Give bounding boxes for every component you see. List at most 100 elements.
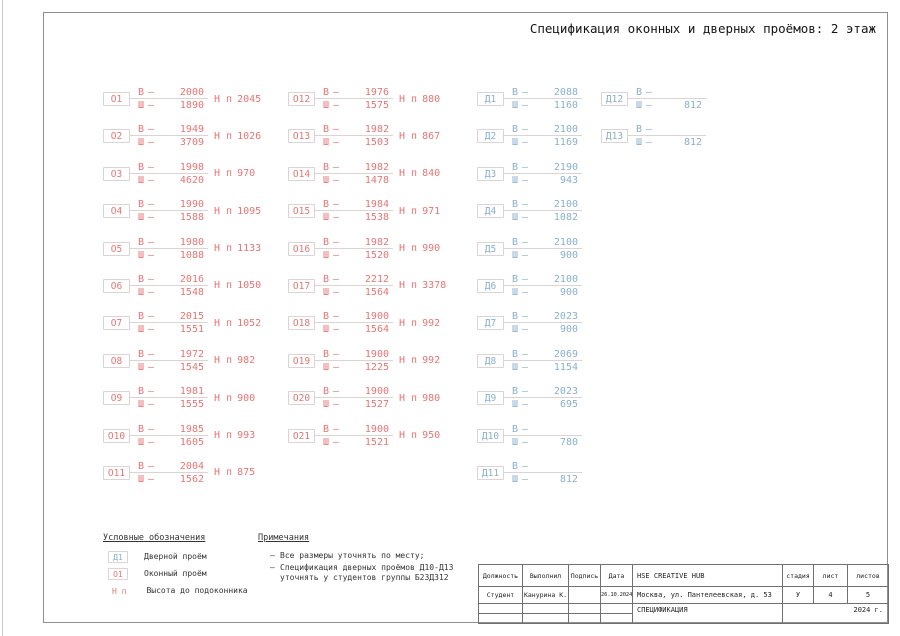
width-label: Ш bbox=[138, 137, 145, 149]
width-value: 1551 bbox=[179, 324, 204, 336]
dash: – bbox=[148, 174, 155, 186]
dash: – bbox=[148, 161, 155, 173]
dash: – bbox=[148, 473, 155, 485]
height-value: 1990 bbox=[179, 199, 204, 211]
legend-item-window: О1 Оконный проём bbox=[103, 567, 248, 580]
height-label: В bbox=[512, 273, 519, 285]
opening-tag: Д7 bbox=[477, 316, 504, 331]
height-value: 2004 bbox=[179, 460, 204, 472]
opening-dimensions: В – 1984 Ш – 1538 bbox=[315, 198, 393, 224]
height-row: В – 1900 bbox=[315, 348, 393, 361]
height-row: В – 1976 bbox=[315, 86, 393, 99]
height-value: 2023 bbox=[553, 386, 578, 398]
dash: – bbox=[148, 460, 155, 472]
opening-tag: Д8 bbox=[477, 353, 504, 368]
sill-height: Н п 971 bbox=[399, 206, 440, 217]
dash: – bbox=[522, 386, 529, 398]
opening-dimensions: В – 2088 Ш – 1160 bbox=[504, 86, 582, 112]
width-label: Ш bbox=[636, 137, 643, 149]
opening-tag: Д4 bbox=[477, 204, 504, 219]
opening-dimensions: В – 1980 Ш – 1088 bbox=[130, 236, 208, 262]
tb-year: 2024 г. bbox=[782, 603, 889, 624]
width-label: Ш bbox=[138, 286, 145, 298]
spec-item: О2 В – 1949 Ш – 3709 Н п 1026 bbox=[103, 123, 261, 149]
opening-dimensions: В – 2016 Ш – 1548 bbox=[130, 273, 208, 299]
spec-item: О19 В – 1900 Ш – 1225 Н п 992 bbox=[288, 348, 446, 374]
height-label: В bbox=[138, 273, 145, 285]
spec-item: О9 В – 1981 Ш – 1555 Н п 900 bbox=[103, 385, 261, 411]
dash: – bbox=[522, 423, 529, 435]
width-label: Ш bbox=[512, 473, 519, 485]
width-value: 1160 bbox=[553, 100, 578, 111]
dash: – bbox=[333, 199, 340, 211]
width-value: 1154 bbox=[553, 361, 578, 373]
height-value: 1982 bbox=[364, 236, 389, 248]
width-value: 1225 bbox=[364, 361, 389, 373]
height-row: В – 1982 bbox=[315, 161, 393, 174]
height-row: В – 2100 bbox=[504, 198, 582, 212]
tb-empty-cell bbox=[600, 603, 633, 614]
spec-item: Д8 В – 2069 Ш – 1154 bbox=[477, 348, 582, 374]
opening-dimensions: В – 2069 Ш – 1154 bbox=[504, 348, 582, 374]
height-label: В bbox=[512, 124, 519, 136]
sill-height: Н п 900 bbox=[214, 393, 255, 404]
height-row: В – 1972 bbox=[130, 348, 208, 361]
sill-value: 950 bbox=[422, 430, 441, 442]
width-label: Ш bbox=[512, 286, 519, 298]
tb-doc-type: СПЕЦИФИКАЦИЯ bbox=[632, 603, 783, 624]
spec-column-doors-1: Д1 В – 2088 Ш – 1160 Д2 В – bbox=[477, 86, 582, 486]
width-value: 900 bbox=[559, 324, 578, 336]
sill-label: Н п bbox=[214, 168, 233, 180]
width-label: Ш bbox=[138, 361, 145, 373]
width-label: Ш bbox=[138, 324, 145, 336]
spec-item: Д2 В – 2100 Ш – 1169 bbox=[477, 123, 582, 149]
sill-value: 1052 bbox=[237, 317, 262, 329]
opening-dimensions: В – 2100 Ш – 900 bbox=[504, 236, 582, 262]
width-row: Ш – 1545 bbox=[130, 361, 208, 374]
sill-label: Н п bbox=[399, 205, 418, 217]
height-value: 1976 bbox=[364, 87, 389, 98]
sill-height: Н п 2045 bbox=[214, 94, 261, 105]
sill-height: Н п 970 bbox=[214, 168, 255, 179]
height-value: 1949 bbox=[179, 124, 204, 136]
sill-height: Н п 992 bbox=[399, 318, 440, 329]
opening-dimensions: В – 2023 Ш – 695 bbox=[504, 385, 582, 411]
sill-value: 990 bbox=[422, 243, 441, 255]
page-title: Спецификация оконных и дверных проёмов: … bbox=[529, 21, 876, 36]
tb-header-signature: Подпись bbox=[568, 564, 601, 587]
height-label: В bbox=[323, 273, 330, 285]
height-row: В – bbox=[504, 423, 582, 436]
sill-height: Н п 875 bbox=[214, 467, 255, 478]
width-label: Ш bbox=[323, 436, 330, 448]
width-row: Ш – 812 bbox=[504, 473, 582, 486]
sill-value: 970 bbox=[237, 168, 256, 180]
width-label: Ш bbox=[636, 100, 643, 111]
spec-item: О1 В – 2000 Ш – 1890 Н п 2045 bbox=[103, 86, 261, 112]
dash: – bbox=[522, 311, 529, 323]
width-row: Ш – 1520 bbox=[315, 249, 393, 262]
dash: – bbox=[646, 137, 653, 149]
width-value: 1545 bbox=[179, 361, 204, 373]
height-value: 1972 bbox=[179, 348, 204, 360]
width-value: 1548 bbox=[179, 286, 204, 298]
dash: – bbox=[333, 286, 340, 298]
dash: – bbox=[148, 311, 155, 323]
height-value: 2088 bbox=[553, 87, 578, 98]
width-value: 780 bbox=[559, 436, 578, 448]
dash: – bbox=[522, 124, 529, 136]
width-label: Ш bbox=[138, 100, 145, 111]
tb-position-value: Студент bbox=[478, 586, 523, 604]
dash: – bbox=[148, 273, 155, 285]
sill-label: Н п bbox=[399, 243, 418, 255]
dash: – bbox=[333, 311, 340, 323]
dash: – bbox=[148, 137, 155, 149]
width-row: Ш – 1588 bbox=[130, 211, 208, 224]
tb-header-sheet: лист bbox=[813, 564, 848, 587]
sill-height: Н п 1026 bbox=[214, 131, 261, 142]
sill-height: Н п 1133 bbox=[214, 243, 261, 254]
tb-header-position: Должность bbox=[478, 564, 523, 587]
sill-value: 1095 bbox=[237, 205, 262, 217]
sill-height: Н п 992 bbox=[399, 355, 440, 366]
height-value: 2069 bbox=[553, 348, 578, 360]
width-label: Ш bbox=[323, 286, 330, 298]
